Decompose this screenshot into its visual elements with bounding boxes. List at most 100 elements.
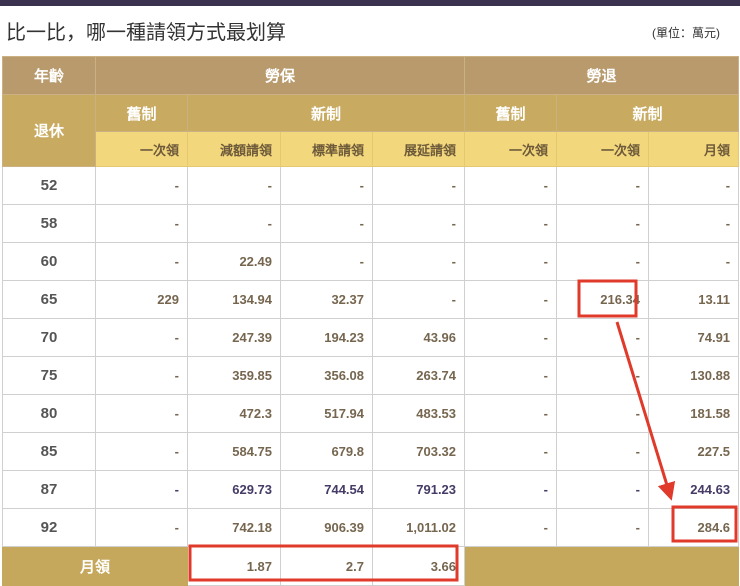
value-cell: 679.8 [280, 432, 373, 471]
value-cell: 227.5 [648, 432, 740, 471]
value-cell: - [371, 204, 466, 243]
age-cell: 92 [2, 508, 96, 547]
value-cell: 13.11 [648, 280, 740, 319]
age-cell: 52 [2, 166, 96, 205]
age-cell: 70 [2, 318, 96, 357]
unit-label: (單位：萬元) [652, 26, 720, 40]
table-row: 52- - - - - - - [2, 166, 740, 205]
header-retire: 退休 [2, 94, 96, 167]
value-cell: 472.3 [187, 394, 281, 433]
value-cell: 356.08 [280, 356, 373, 395]
value-cell: - [556, 356, 650, 395]
value-cell: 629.73 [187, 470, 281, 509]
value-cell: - [556, 242, 650, 281]
value-cell: - [464, 166, 558, 205]
value-cell: 791.23 [371, 470, 466, 509]
value-cell: 22.49 [187, 242, 281, 281]
value-cell: - [371, 166, 466, 205]
value-cell: 359.85 [187, 356, 281, 395]
value-cell: - [464, 508, 558, 547]
value-cell: 1,011.02 [371, 508, 466, 547]
value-cell: 742.18 [187, 508, 281, 547]
value-cell: 32.37 [280, 280, 373, 319]
value-cell: - [556, 432, 650, 471]
subheader: 標準請領 [280, 131, 373, 167]
footer-value: 2.7 [280, 546, 373, 586]
footer-label: 月領 [2, 546, 188, 586]
value-cell: - [95, 432, 188, 471]
value-cell: 74.91 [648, 318, 740, 357]
value-cell: - [464, 356, 558, 395]
value-cell: - [371, 242, 466, 281]
table-row: 70-247.39 194.23 43.96- -74.91 [2, 318, 740, 357]
value-cell: - [371, 280, 466, 319]
value-cell: - [95, 470, 188, 509]
value-cell: - [95, 318, 188, 357]
value-cell: - [464, 470, 558, 509]
table-row: 75-359.85 356.08 263.74- -130.88 [2, 356, 740, 395]
header-lp-old: 舊制 [464, 94, 558, 132]
age-cell: 80 [2, 394, 96, 433]
value-cell: 229 [95, 280, 188, 319]
footer-empty [464, 546, 740, 586]
value-cell: 194.23 [280, 318, 373, 357]
value-cell: - [464, 432, 558, 471]
value-cell: 216.34 [556, 280, 650, 319]
page-title: 比一比，哪一種請領方式最划算 [6, 22, 286, 44]
value-cell: - [556, 166, 650, 205]
table-row: 92-742.18 906.39 1,011.02- -284.6 [2, 508, 740, 547]
value-cell: 284.6 [648, 508, 740, 547]
value-cell: - [556, 470, 650, 509]
table-row: 58- - - - - - - [2, 204, 740, 243]
table-row: 60-22.49- - - - - [2, 242, 740, 281]
value-cell: - [280, 204, 373, 243]
header-labor-insurance: 勞保 [94, 56, 466, 95]
value-cell: - [464, 204, 558, 243]
value-cell: - [556, 508, 650, 547]
value-cell: - [464, 280, 558, 319]
value-cell: - [464, 242, 558, 281]
subheader: 減額請領 [187, 131, 281, 167]
age-cell: 75 [2, 356, 96, 395]
value-cell: 483.53 [371, 394, 466, 433]
age-cell: 60 [2, 242, 96, 281]
age-cell: 65 [2, 280, 96, 319]
value-cell: - [95, 508, 188, 547]
value-cell: 517.94 [280, 394, 373, 433]
footer-value: 3.66 [371, 546, 466, 586]
value-cell: - [95, 394, 188, 433]
value-cell: - [556, 204, 650, 243]
value-cell: - [187, 166, 281, 205]
value-cell: - [95, 166, 188, 205]
footer-value: 1.87 [187, 546, 281, 586]
subheader: 月領 [648, 131, 740, 167]
header-age: 年齡 [2, 56, 96, 95]
header-li-old: 舊制 [95, 94, 188, 132]
value-cell: - [95, 204, 188, 243]
value-cell: - [648, 204, 740, 243]
age-cell: 87 [2, 470, 96, 509]
subheader: 一次領 [556, 131, 650, 167]
value-cell: - [187, 204, 281, 243]
value-cell: - [464, 318, 558, 357]
value-cell: - [95, 242, 188, 281]
value-cell: - [556, 394, 650, 433]
comparison-table: 年齡 勞保 勞退 退休 舊制 新制 舊制 新制 一次領 減額請領 標準請領 展延請領一… [2, 56, 740, 586]
value-cell: 181.58 [648, 394, 740, 433]
subheader: 一次領 [464, 131, 558, 167]
value-cell: - [464, 394, 558, 433]
value-cell: - [648, 166, 740, 205]
header-lp-new: 新制 [556, 94, 740, 132]
value-cell: - [95, 356, 188, 395]
value-cell: - [280, 166, 373, 205]
age-cell: 85 [2, 432, 96, 471]
age-cell: 58 [2, 204, 96, 243]
value-cell: 744.54 [280, 470, 373, 509]
value-cell: 244.63 [648, 470, 740, 509]
subheader: 展延請領 [371, 131, 466, 167]
value-cell: 134.94 [187, 280, 281, 319]
value-cell: - [648, 242, 740, 281]
header-labor-pension: 勞退 [464, 56, 740, 95]
value-cell: 43.96 [371, 318, 466, 357]
value-cell: 703.32 [371, 432, 466, 471]
